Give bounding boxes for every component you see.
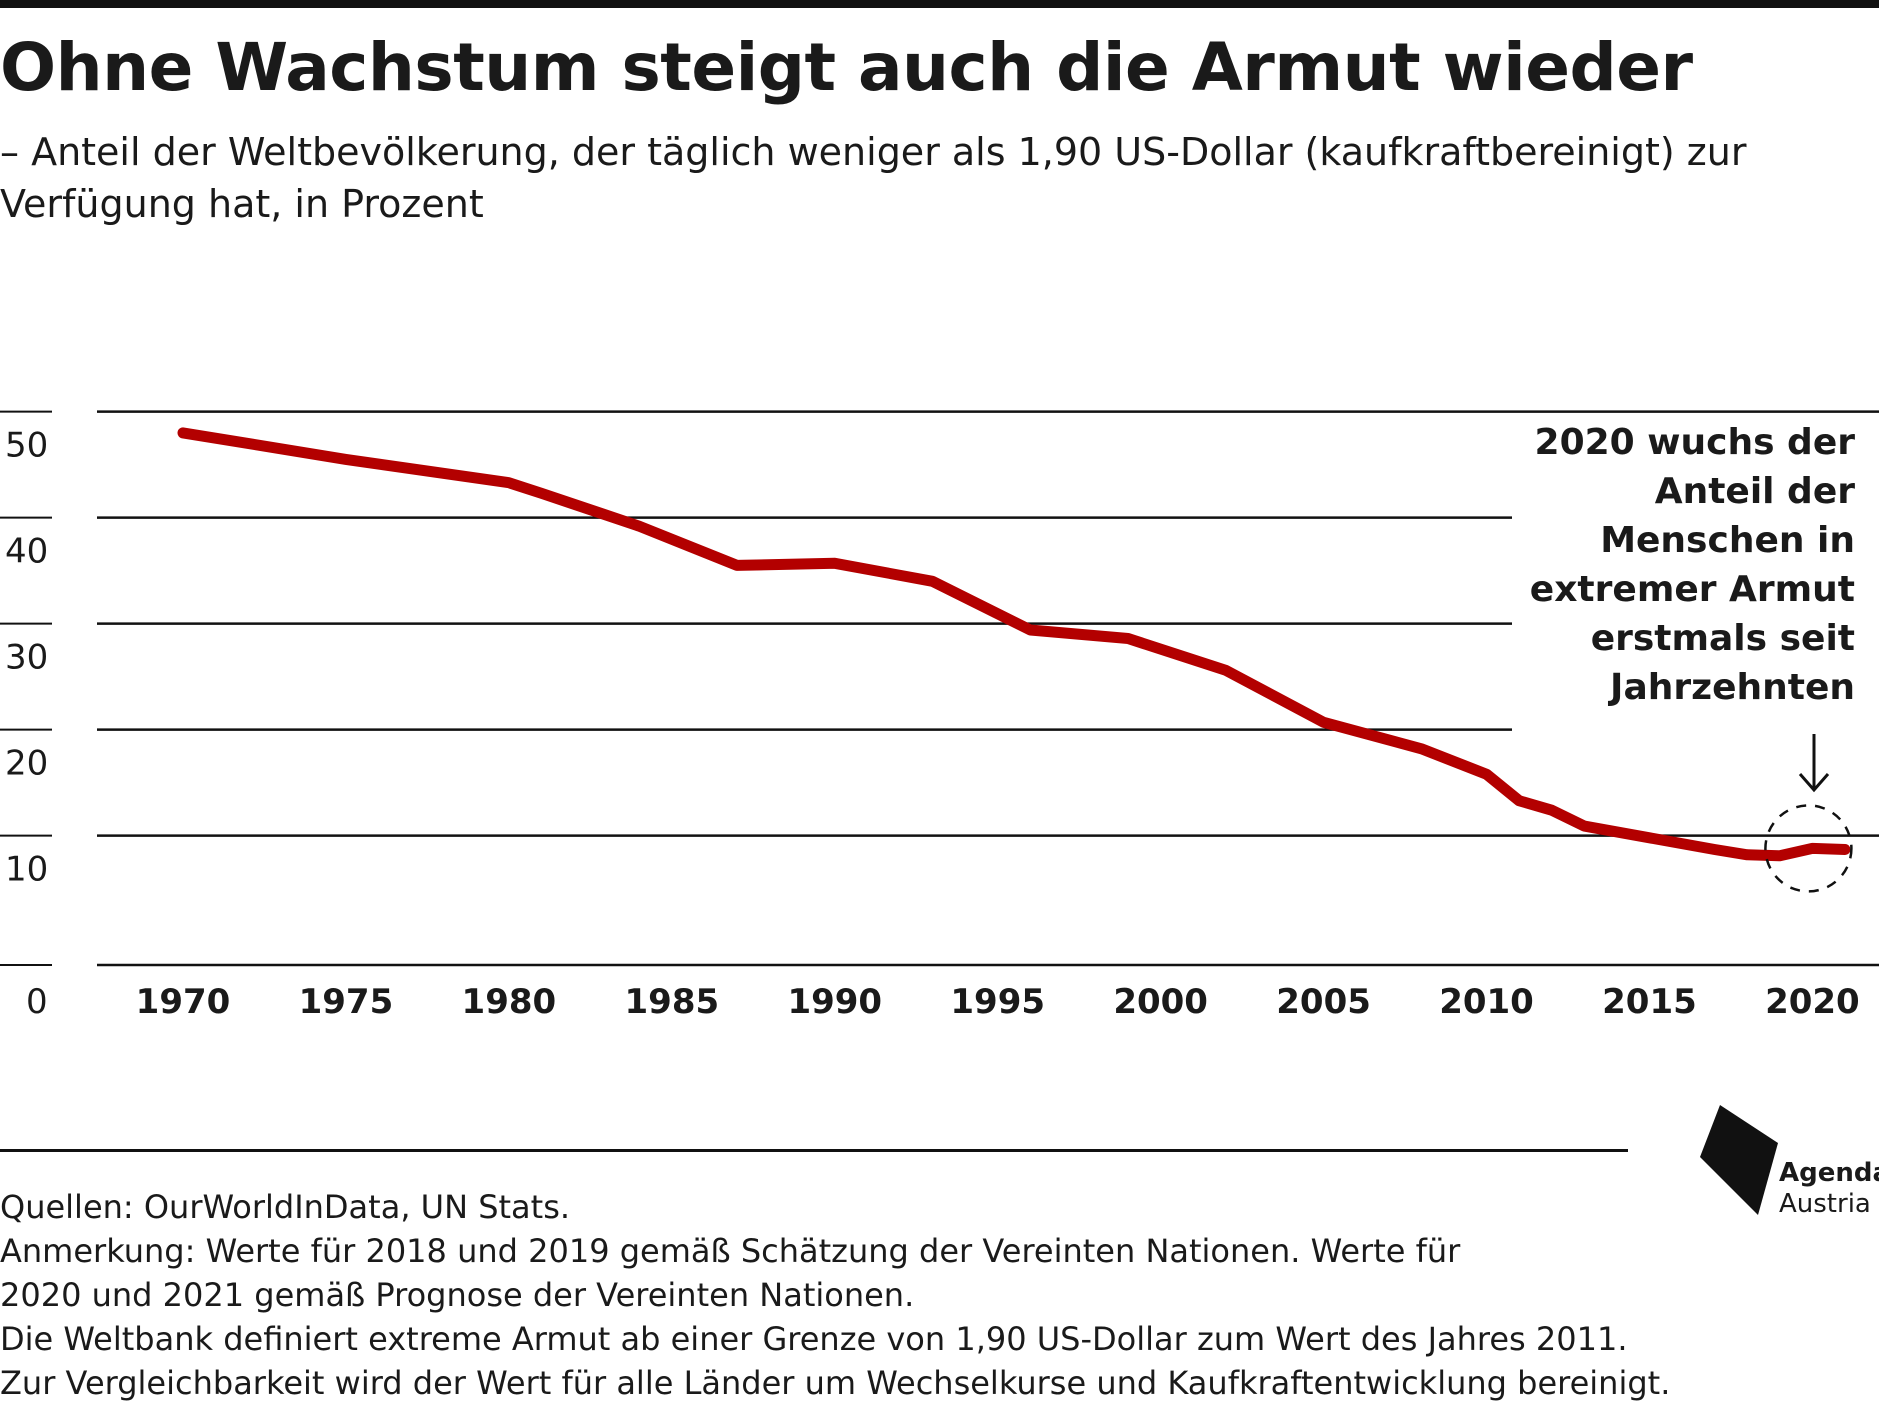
x-tick-label: 2020	[1765, 982, 1860, 1022]
annotation-marker	[1764, 734, 1853, 893]
top-rule	[0, 0, 1879, 8]
y-tick-label: 10	[5, 850, 48, 890]
footer-note-1: Anmerkung: Werte für 2018 und 2019 gemäß…	[0, 1232, 1461, 1270]
x-tick-label: 1995	[950, 982, 1045, 1022]
chart-subtitle: – Anteil der Weltbevölkerung, der täglic…	[0, 130, 1747, 226]
y-tick-label: 30	[5, 638, 48, 678]
y-axis-ticks: 0 10 20 30 40 50	[5, 426, 48, 1022]
x-tick-label: 1970	[136, 982, 231, 1022]
x-tick-label: 1990	[787, 982, 882, 1022]
footer-note-4: Zur Vergleichbarkeit wird der Wert für a…	[0, 1364, 1671, 1402]
x-tick-label: 2015	[1602, 982, 1697, 1022]
y-tick-label: 50	[5, 426, 48, 466]
x-axis-ticks: 1970 1975 1980 1985 1990 1995 2000 2005 2010 2015…	[136, 982, 1860, 1022]
footer-note-2: 2020 und 2021 gemäß Prognose der Vereint…	[0, 1276, 915, 1314]
x-tick-label: 2005	[1276, 982, 1371, 1022]
x-tick-label: 2000	[1113, 982, 1208, 1022]
series-line	[177, 427, 1851, 862]
y-tick-label: 40	[5, 532, 48, 572]
annotation-text: 2020 wuchs der Anteil der Menschen in ex…	[1529, 422, 1855, 708]
agenda-austria-logo-icon	[1700, 1105, 1778, 1215]
footer-note-3: Die Weltbank definiert extreme Armut ab …	[0, 1320, 1628, 1358]
series-group	[177, 427, 1851, 862]
x-tick-label: 1975	[299, 982, 394, 1022]
footer-sources: Quellen: OurWorldInData, UN Stats.	[0, 1188, 571, 1226]
x-tick-label: 1980	[462, 982, 557, 1022]
x-tick-label: 2010	[1439, 982, 1534, 1022]
chart-title: Ohne Wachstum steigt auch die Armut wied…	[0, 29, 1693, 106]
annotation-dashed-circle	[1764, 804, 1853, 893]
logo-sub: Austria	[1779, 1189, 1871, 1219]
x-tick-label: 1985	[625, 982, 720, 1022]
footer: Quellen: OurWorldInData, UN Stats. Anmer…	[0, 1185, 1870, 1405]
line-chart: 0 10 20 30 40 50 1970 1975 1980 1985 1990 1995 2000…	[0, 410, 1879, 1022]
y-tick-label: 20	[5, 744, 48, 784]
logo-name: Agenda	[1779, 1158, 1879, 1188]
gridlines	[0, 410, 1879, 967]
annotation-arrow-head	[1798, 773, 1830, 793]
y-tick-label: 0	[26, 982, 48, 1022]
footer-rule	[0, 1149, 1628, 1152]
